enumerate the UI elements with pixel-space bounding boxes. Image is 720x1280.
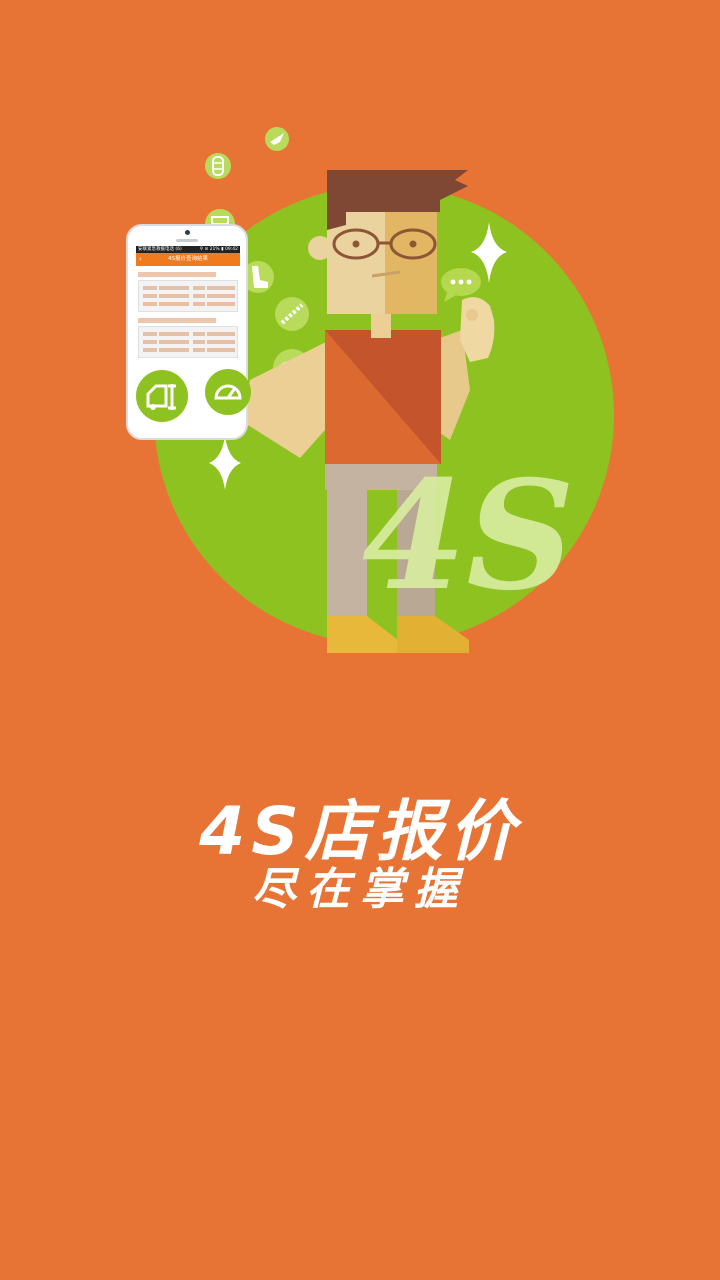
table-header-bar <box>138 318 216 323</box>
man-hair <box>327 170 468 230</box>
speedometer-icon <box>205 369 251 415</box>
tire-icon <box>205 153 231 179</box>
phone-speaker <box>176 239 198 242</box>
phone-screen-title: 4S报价查询结果 <box>168 256 208 262</box>
car-repair-icon <box>136 370 188 422</box>
hero-illustration: 4S <box>154 127 614 653</box>
4s-badge: 4S <box>362 448 575 624</box>
man-right-shoe <box>397 616 469 653</box>
status-right-text: ⚲ ⊘ 21% ▮ 09:42 <box>199 247 238 252</box>
man-right-arm <box>240 340 330 458</box>
chat-bubble-icon <box>441 268 481 302</box>
shock-absorber-icon <box>275 297 309 331</box>
car-seat-icon <box>242 261 274 293</box>
phone-status-bar: 安联紧急救援电话 (6) ⚲ ⊘ 21% ▮ 09:42 <box>136 246 240 253</box>
man-left-shoe <box>327 616 398 653</box>
phone-camera <box>185 230 190 235</box>
quote-table-1 <box>138 272 238 312</box>
glasses-icon <box>332 228 437 260</box>
phone-title-bar: ‹ 4S报价查询结果 <box>136 253 240 266</box>
back-arrow-icon: ‹ <box>139 255 142 263</box>
sparkle-icon <box>471 222 507 283</box>
headline-text: 4S店报价 <box>199 793 521 870</box>
table-body <box>138 280 238 312</box>
quote-table-2 <box>138 318 238 358</box>
table-header-bar <box>138 272 216 277</box>
wing-icon <box>265 127 289 151</box>
phone-mockup: 安联紧急救援电话 (6) ⚲ ⊘ 21% ▮ 09:42 ‹ 4S报价查询结果 <box>126 224 251 440</box>
status-left-text: 安联紧急救援电话 (6) <box>138 247 182 252</box>
subline-text: 尽在掌握 <box>252 864 468 915</box>
man-left-arm <box>436 330 470 440</box>
sparkle-icon <box>209 436 241 490</box>
table-body <box>138 326 238 358</box>
